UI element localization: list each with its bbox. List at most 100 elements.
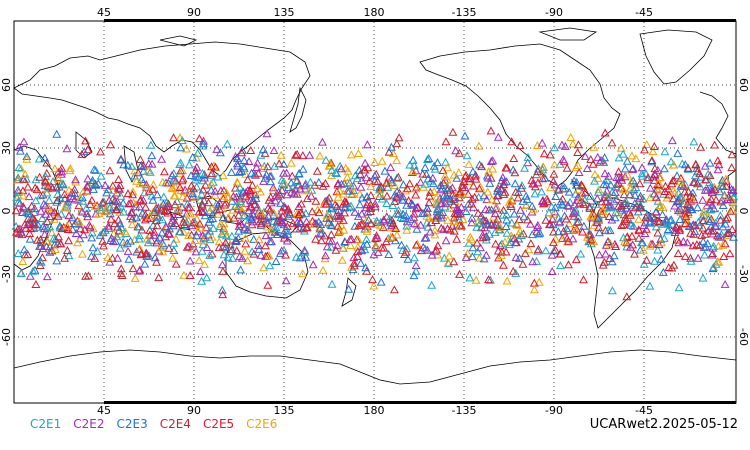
observation-marker bbox=[411, 220, 421, 229]
observation-marker bbox=[605, 253, 615, 262]
bottom-lon-tick: 180 bbox=[364, 404, 385, 417]
observation-marker bbox=[215, 204, 225, 213]
observation-marker bbox=[321, 155, 331, 164]
observation-marker bbox=[465, 232, 475, 241]
observation-marker bbox=[488, 156, 498, 165]
observation-marker bbox=[626, 183, 636, 192]
observation-marker bbox=[564, 201, 574, 210]
observation-marker bbox=[35, 172, 45, 181]
observation-marker bbox=[244, 215, 254, 224]
observation-marker bbox=[70, 195, 80, 204]
observation-marker bbox=[391, 223, 401, 232]
observation-marker bbox=[424, 154, 434, 162]
observation-marker bbox=[634, 233, 644, 242]
observation-marker bbox=[645, 193, 655, 202]
observation-marker bbox=[16, 268, 26, 277]
observation-marker bbox=[212, 144, 222, 153]
observation-marker bbox=[639, 259, 649, 268]
map-frame-bottom-bar bbox=[104, 401, 736, 404]
observation-marker bbox=[326, 221, 336, 229]
observation-marker bbox=[334, 227, 344, 236]
observation-marker bbox=[635, 203, 645, 212]
observation-marker bbox=[232, 177, 242, 186]
observation-marker bbox=[713, 156, 723, 165]
observation-marker bbox=[661, 181, 670, 190]
observation-marker bbox=[672, 171, 682, 180]
observation-marker bbox=[651, 207, 661, 216]
observation-marker bbox=[41, 209, 51, 218]
observation-marker bbox=[427, 280, 437, 289]
observation-marker bbox=[562, 233, 572, 242]
observation-marker bbox=[340, 208, 350, 217]
observation-marker bbox=[721, 181, 731, 190]
observation-marker bbox=[409, 161, 419, 170]
observation-marker bbox=[457, 189, 467, 198]
observation-marker bbox=[112, 232, 122, 241]
observation-marker bbox=[530, 189, 540, 198]
observation-marker bbox=[276, 150, 286, 159]
observation-marker bbox=[261, 231, 271, 240]
observation-marker bbox=[21, 207, 31, 216]
observation-marker bbox=[556, 261, 565, 270]
observation-marker bbox=[281, 276, 291, 285]
observation-marker bbox=[71, 177, 81, 186]
observation-marker bbox=[727, 196, 737, 205]
observation-marker bbox=[418, 169, 428, 178]
observation-marker bbox=[277, 185, 287, 194]
observation-marker bbox=[355, 200, 365, 209]
observation-marker bbox=[205, 250, 215, 259]
observation-marker bbox=[137, 174, 147, 183]
observation-marker bbox=[691, 159, 701, 168]
observation-marker bbox=[603, 237, 613, 246]
observation-marker bbox=[357, 209, 367, 218]
observation-marker bbox=[510, 179, 520, 188]
observation-marker bbox=[70, 188, 80, 197]
observation-marker bbox=[687, 196, 697, 205]
observation-marker bbox=[641, 213, 651, 222]
observation-marker bbox=[19, 245, 29, 254]
observation-markers bbox=[11, 126, 739, 301]
observation-marker bbox=[386, 175, 396, 184]
observation-marker bbox=[366, 200, 376, 209]
observation-marker bbox=[112, 205, 122, 214]
observation-marker bbox=[386, 218, 396, 227]
observation-marker bbox=[523, 158, 533, 167]
observation-marker bbox=[362, 191, 372, 200]
observation-marker bbox=[672, 196, 682, 205]
observation-marker bbox=[723, 213, 733, 222]
observation-marker bbox=[700, 250, 710, 259]
observation-marker bbox=[302, 194, 312, 203]
observation-marker bbox=[215, 148, 225, 157]
observation-marker bbox=[194, 134, 204, 143]
observation-marker bbox=[701, 175, 710, 184]
observation-marker bbox=[104, 223, 114, 232]
observation-marker bbox=[68, 213, 78, 222]
observation-marker bbox=[589, 237, 599, 246]
observation-marker bbox=[140, 259, 150, 268]
observation-marker bbox=[707, 250, 717, 259]
observation-marker bbox=[340, 203, 350, 212]
observation-marker bbox=[401, 186, 411, 195]
observation-marker bbox=[104, 221, 113, 230]
observation-marker bbox=[250, 200, 260, 209]
observation-marker bbox=[115, 243, 125, 252]
observation-marker bbox=[118, 198, 128, 207]
observation-marker bbox=[100, 180, 110, 189]
observation-marker bbox=[571, 255, 581, 264]
observation-marker bbox=[587, 213, 597, 222]
observation-marker bbox=[699, 207, 709, 216]
observation-marker bbox=[463, 189, 473, 198]
observation-marker bbox=[423, 222, 433, 231]
observation-marker bbox=[602, 175, 612, 184]
observation-marker bbox=[619, 220, 629, 229]
observation-marker bbox=[518, 259, 528, 268]
observation-marker bbox=[149, 230, 159, 239]
observation-marker bbox=[660, 147, 670, 156]
observation-marker bbox=[237, 145, 247, 154]
observation-marker bbox=[718, 240, 728, 249]
observation-marker bbox=[592, 194, 602, 203]
observation-marker bbox=[627, 151, 637, 160]
observation-marker bbox=[420, 179, 430, 188]
observation-marker bbox=[308, 260, 318, 269]
